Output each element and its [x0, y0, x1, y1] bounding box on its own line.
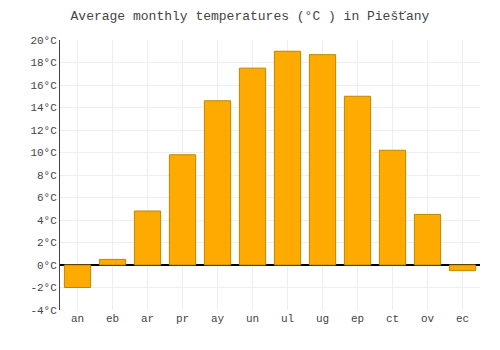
svg-text:20°C: 20°C	[30, 35, 57, 47]
svg-text:ay: ay	[211, 313, 225, 325]
svg-text:ec: ec	[456, 313, 469, 325]
svg-text:2°C: 2°C	[37, 237, 57, 249]
svg-text:ov: ov	[421, 313, 435, 325]
svg-text:6°C: 6°C	[37, 192, 57, 204]
svg-text:18°C: 18°C	[30, 57, 57, 69]
svg-text:12°C: 12°C	[30, 125, 57, 137]
svg-text:4°C: 4°C	[37, 215, 57, 227]
svg-text:un: un	[246, 313, 259, 325]
svg-text:10°C: 10°C	[30, 147, 57, 159]
svg-text:an: an	[71, 313, 84, 325]
svg-text:ar: ar	[141, 313, 154, 325]
svg-text:14°C: 14°C	[30, 102, 57, 114]
svg-text:ep: ep	[351, 313, 364, 325]
svg-text:Average monthly temperatures (: Average monthly temperatures (°C ) in Pi…	[71, 9, 430, 24]
svg-text:16°C: 16°C	[30, 80, 57, 92]
svg-text:ul: ul	[281, 313, 294, 325]
svg-text:0°C: 0°C	[37, 260, 57, 272]
svg-text:-2°C: -2°C	[30, 282, 57, 294]
svg-text:ct: ct	[386, 313, 399, 325]
svg-text:8°C: 8°C	[37, 170, 57, 182]
svg-text:-4°C: -4°C	[30, 305, 57, 317]
svg-text:eb: eb	[106, 313, 119, 325]
svg-text:ug: ug	[316, 313, 329, 325]
svg-text:pr: pr	[176, 313, 189, 325]
